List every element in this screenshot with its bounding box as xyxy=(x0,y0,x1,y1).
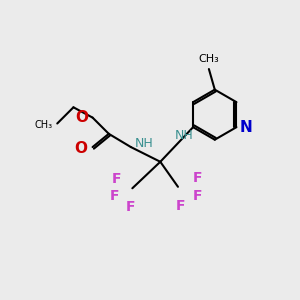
Text: NH: NH xyxy=(175,128,194,142)
Text: F: F xyxy=(111,172,121,186)
Text: F: F xyxy=(192,189,202,202)
Text: CH₃: CH₃ xyxy=(199,54,219,64)
Text: F: F xyxy=(192,171,202,185)
Text: N: N xyxy=(240,120,253,135)
Text: NH: NH xyxy=(135,137,154,150)
Text: O: O xyxy=(74,141,87,156)
Text: F: F xyxy=(176,199,186,213)
Text: CH₃: CH₃ xyxy=(35,120,53,130)
Text: F: F xyxy=(126,200,136,214)
Text: F: F xyxy=(110,189,119,202)
Text: O: O xyxy=(75,110,88,125)
